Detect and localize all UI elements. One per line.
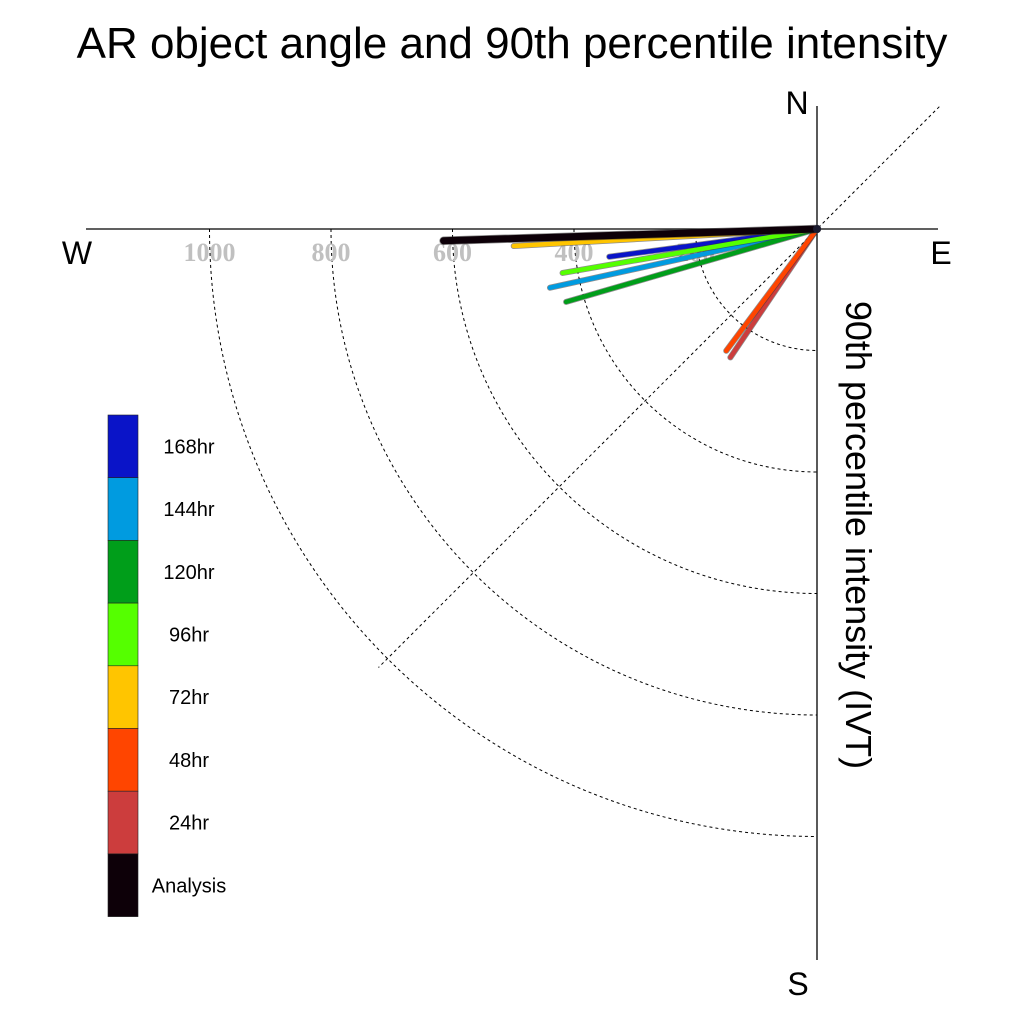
- legend-label-96hr: 96hr: [169, 624, 209, 646]
- south-label: S: [787, 966, 808, 1002]
- origin-point: [813, 225, 821, 233]
- radial-tick-label: 1000: [184, 238, 236, 267]
- radial-tick-label: 800: [312, 238, 351, 267]
- west-label: W: [62, 235, 93, 271]
- series-vector-analysis: [440, 225, 821, 245]
- grid-arc: [452, 228, 818, 594]
- legend-swatch-120hr: [107, 540, 139, 604]
- legend-label-72hr: 72hr: [169, 687, 209, 709]
- legend-label-analysis: Analysis: [152, 875, 226, 897]
- legend-swatch-168hr: [107, 414, 139, 479]
- legend-swatch-24hr: [107, 790, 139, 855]
- legend: 168hr 144hr 120hr 96hr 72hr 48hr 24hr Analysis: [107, 414, 226, 917]
- legend-label-168hr: 168hr: [163, 436, 214, 458]
- series-vectors: [439, 224, 822, 361]
- grid: [209, 106, 940, 837]
- legend-swatch-72hr: [107, 665, 139, 729]
- series-vector-48hr: [723, 226, 820, 354]
- radial-axis-label: 90th percentile intensity (IVT): [838, 301, 879, 769]
- legend-swatch-analysis: [107, 853, 139, 917]
- east-label: E: [930, 235, 951, 271]
- series-vector-96hr: [560, 226, 820, 276]
- chart-title: AR object angle and 90th percentile inte…: [77, 19, 948, 68]
- grid-arc: [209, 228, 818, 837]
- legend-swatch-48hr: [107, 728, 139, 792]
- legend-swatch-96hr: [107, 602, 139, 667]
- diagonal-grid-line: [378, 106, 940, 668]
- legend-label-24hr: 24hr: [169, 813, 209, 835]
- legend-swatch-144hr: [107, 477, 139, 541]
- grid-arc: [330, 228, 818, 716]
- legend-label-120hr: 120hr: [163, 562, 214, 584]
- north-label: N: [785, 85, 808, 121]
- legend-label-144hr: 144hr: [163, 499, 214, 521]
- legend-label-48hr: 48hr: [169, 750, 209, 772]
- series-vector-120hr: [563, 226, 820, 305]
